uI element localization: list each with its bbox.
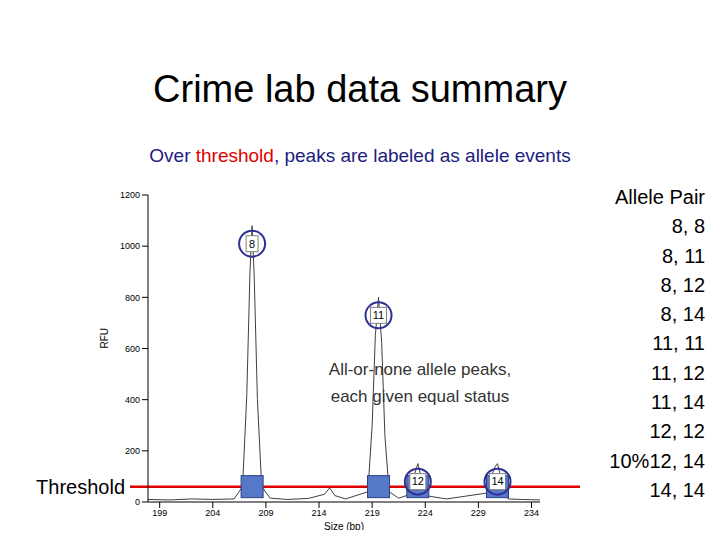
svg-text:8: 8 <box>249 238 255 250</box>
svg-text:12: 12 <box>412 475 424 487</box>
svg-text:234: 234 <box>524 508 539 518</box>
html-text:10% 12, 14: 10% 12, 14 <box>609 449 705 472</box>
html-text:Crime lab data summary: Crime lab data summary <box>153 68 567 110</box>
svg-text:800: 800 <box>125 293 140 303</box>
svg-text:14: 14 <box>491 475 503 487</box>
html-text:8, 8: 8, 8 <box>671 215 705 238</box>
html-text:each given equal status: each given equal status <box>330 387 510 406</box>
html-text:14, 14: 14, 14 <box>649 479 705 501</box>
svg-text:209: 209 <box>258 508 273 518</box>
svg-text:224: 224 <box>418 508 433 518</box>
svg-text:1000: 1000 <box>120 241 140 251</box>
html-text:11, 12: 11, 12 <box>650 361 705 384</box>
html-text:Over threshold, peaks are labe: Over threshold, peaks are labeled as all… <box>149 145 571 166</box>
svg-text:200: 200 <box>125 446 140 456</box>
svg-text:RFU: RFU <box>99 328 110 349</box>
html-text:All-or-none allele peaks,: All-or-none allele peaks, <box>328 360 512 379</box>
svg-text:400: 400 <box>125 395 140 405</box>
svg-text:Threshold: Threshold <box>36 476 125 498</box>
html-text:8, 11: 8, 11 <box>662 244 705 267</box>
html-text:Allele Pair: Allele Pair <box>615 186 705 208</box>
svg-text:199: 199 <box>152 508 167 518</box>
svg-text:Size (bp): Size (bp) <box>324 521 364 530</box>
html-text:11, 14: 11, 14 <box>650 391 705 414</box>
svg-text:1200: 1200 <box>120 190 140 200</box>
svg-text:0: 0 <box>135 497 140 507</box>
svg-text:11: 11 <box>373 309 384 321</box>
html-text:11, 11: 11, 11 <box>652 332 705 355</box>
html-text:12, 12: 12, 12 <box>649 420 705 443</box>
html-text:8, 12: 8, 12 <box>660 273 705 296</box>
svg-text:204: 204 <box>205 508 220 518</box>
svg-text:229: 229 <box>471 508 486 518</box>
html-text:8, 14: 8, 14 <box>660 303 705 326</box>
svg-text:214: 214 <box>312 508 327 518</box>
svg-text:219: 219 <box>365 508 380 518</box>
svg-text:600: 600 <box>125 344 140 354</box>
